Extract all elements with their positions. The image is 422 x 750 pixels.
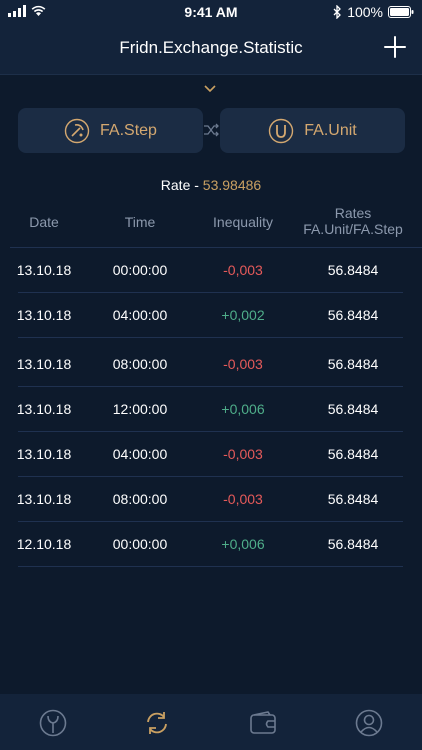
navigation-bar: Fridn.Exchange.Statistic <box>0 24 422 75</box>
row-divider <box>18 566 403 567</box>
row-divider <box>18 476 403 477</box>
currency-from-label: FA.Step <box>100 121 157 139</box>
swap-icon[interactable] <box>203 122 219 138</box>
row-divider <box>18 292 403 293</box>
table-row[interactable]: 13.10.18 04:00:00 +0,002 56.8484 <box>0 293 422 338</box>
row-time: 08:00:00 <box>112 491 168 507</box>
row-rate: 56.8484 <box>327 356 379 372</box>
row-inequality: +0,006 <box>221 536 265 552</box>
row-date: 13.10.18 <box>16 401 72 417</box>
column-header-rates-line2: FA.Unit/FA.Step <box>303 221 403 237</box>
row-inequality: -0,003 <box>223 491 263 507</box>
currency-to-button[interactable]: FA.Unit <box>220 108 405 153</box>
bluetooth-icon <box>333 5 342 19</box>
row-rate: 56.8484 <box>327 401 379 417</box>
row-divider <box>18 386 403 387</box>
wallet-icon[interactable] <box>248 708 278 738</box>
magnet-icon <box>269 118 294 143</box>
header-divider <box>10 247 422 248</box>
row-date: 13.10.18 <box>16 262 72 278</box>
row-time: 04:00:00 <box>112 307 168 323</box>
row-inequality: -0,003 <box>223 262 263 278</box>
row-time: 12:00:00 <box>112 401 168 417</box>
table-row[interactable]: 13.10.18 00:00:00 -0,003 56.8484 <box>0 248 422 293</box>
exchange-icon[interactable] <box>142 708 172 738</box>
row-time: 04:00:00 <box>112 446 168 462</box>
row-inequality: +0,006 <box>221 401 265 417</box>
column-header-inequality: Inequality <box>213 214 273 230</box>
row-time: 08:00:00 <box>112 356 168 372</box>
currency-to-label: FA.Unit <box>304 121 357 139</box>
tab-bar <box>0 694 422 750</box>
table-row[interactable]: 13.10.18 04:00:00 -0,003 56.8484 <box>0 432 422 477</box>
chevron-down-icon[interactable] <box>203 84 217 94</box>
fork-icon[interactable] <box>38 708 68 738</box>
column-header-rates-line1: Rates <box>334 205 372 221</box>
row-inequality: +0,002 <box>221 307 265 323</box>
status-time: 9:41 AM <box>184 4 238 20</box>
row-rate: 56.8484 <box>327 446 379 462</box>
row-rate: 56.8484 <box>327 536 379 552</box>
row-time: 00:00:00 <box>112 536 168 552</box>
row-date: 13.10.18 <box>16 356 72 372</box>
row-date: 12.10.18 <box>16 536 72 552</box>
column-header-date: Date <box>29 214 59 230</box>
row-rate: 56.8484 <box>327 491 379 507</box>
battery-icon <box>388 6 414 18</box>
row-divider <box>18 431 403 432</box>
column-header-rates: Rates FA.Unit/FA.Step <box>292 205 414 237</box>
row-divider <box>18 337 403 338</box>
row-inequality: -0,003 <box>223 356 263 372</box>
column-header-time: Time <box>124 214 156 230</box>
pickaxe-icon <box>64 118 90 143</box>
add-button[interactable] <box>384 36 406 58</box>
wifi-icon <box>31 5 46 16</box>
row-date: 13.10.18 <box>16 446 72 462</box>
row-time: 00:00:00 <box>112 262 168 278</box>
table-row[interactable]: 13.10.18 08:00:00 -0,003 56.8484 <box>0 477 422 522</box>
row-rate: 56.8484 <box>327 307 379 323</box>
battery-percent: 100% <box>347 4 383 20</box>
status-right: 100% <box>333 4 414 20</box>
page-title: Fridn.Exchange.Statistic <box>119 38 303 57</box>
row-date: 13.10.18 <box>16 491 72 507</box>
rate-label: Rate - <box>160 177 203 193</box>
profile-icon[interactable] <box>354 708 384 738</box>
table-row[interactable]: 13.10.18 08:00:00 -0,003 56.8484 <box>0 342 422 387</box>
table-row[interactable]: 12.10.18 00:00:00 +0,006 56.8484 <box>0 522 422 567</box>
row-rate: 56.8484 <box>327 262 379 278</box>
table-row[interactable]: 13.10.18 12:00:00 +0,006 56.8484 <box>0 387 422 432</box>
currency-from-button[interactable]: FA.Step <box>18 108 203 153</box>
row-inequality: -0,003 <box>223 446 263 462</box>
current-rate: Rate - 53.98486 <box>0 177 422 193</box>
status-bar: 9:41 AM 100% <box>0 0 422 24</box>
signal-icon <box>8 5 26 17</box>
rate-value: 53.98486 <box>202 177 262 193</box>
row-date: 13.10.18 <box>16 307 72 323</box>
row-divider <box>18 521 403 522</box>
signal-wifi-group <box>8 5 46 17</box>
